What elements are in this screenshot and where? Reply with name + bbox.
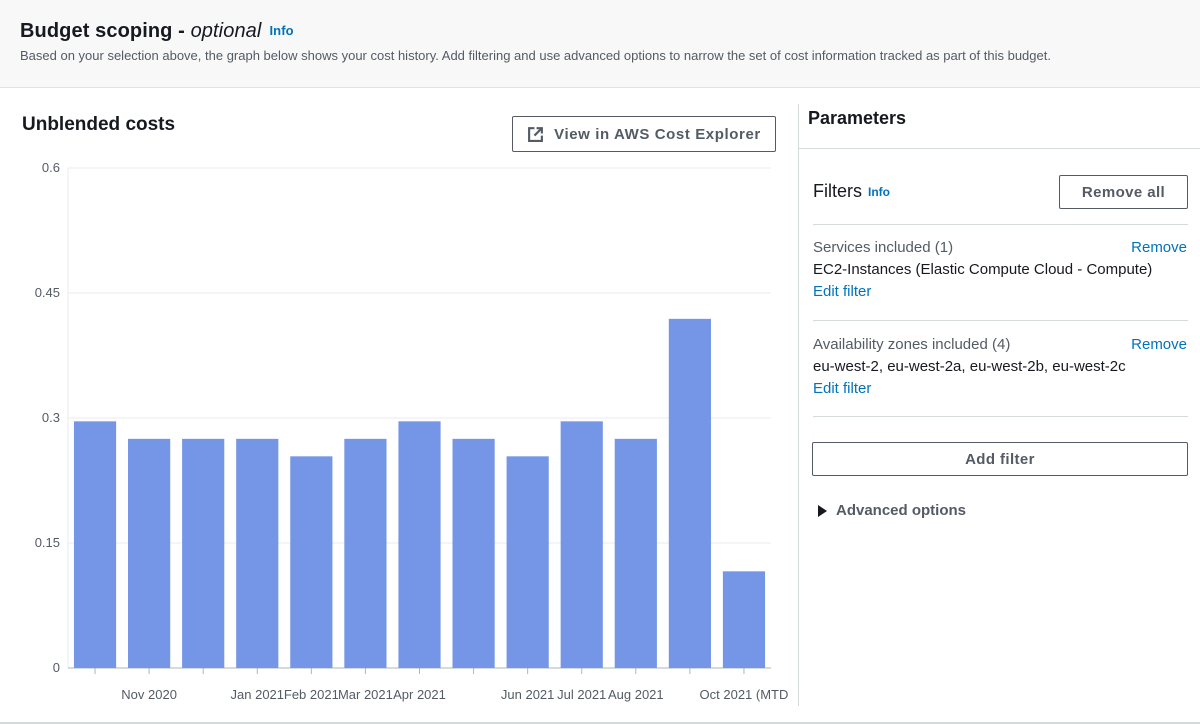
- x-tick-label: Apr 2021: [393, 687, 446, 702]
- filter-value: EC2-Instances (Elastic Compute Cloud - C…: [813, 261, 1153, 278]
- info-link[interactable]: Info: [269, 23, 294, 38]
- y-tick-label: 0: [53, 660, 60, 675]
- remove-filter-link[interactable]: Remove: [1131, 239, 1187, 256]
- x-tick-label: Oct 2021 (MTD: [700, 687, 789, 702]
- bar: [236, 438, 279, 668]
- filters-title: Filters: [813, 181, 862, 201]
- y-tick-label: 0.3: [42, 410, 60, 425]
- remove-filter-link[interactable]: Remove: [1131, 336, 1187, 353]
- x-tick-label: Jun 2021: [501, 687, 555, 702]
- optional-label: optional: [190, 20, 262, 42]
- bar: [344, 438, 387, 668]
- bar: [290, 456, 333, 668]
- panel-divider: [798, 104, 799, 706]
- x-tick-label: Nov 2020: [121, 687, 177, 702]
- filter-services: Services included (1) Remove EC2-Instanc…: [813, 239, 1188, 301]
- filter-availability-zones: Availability zones included (4) Remove e…: [813, 336, 1188, 398]
- x-tick-label: Jul 2021: [557, 687, 606, 702]
- bar: [614, 438, 657, 668]
- bar: [560, 421, 603, 668]
- parameters-separator: [799, 148, 1200, 149]
- bar: [128, 438, 171, 668]
- y-tick-label: 0.6: [42, 160, 60, 175]
- y-tick-label: 0.45: [35, 285, 60, 300]
- x-tick-label: Aug 2021: [608, 687, 664, 702]
- filter-value: eu-west-2, eu-west-2a, eu-west-2b, eu-we…: [813, 358, 1126, 375]
- bar: [452, 438, 495, 668]
- bar: [722, 571, 766, 668]
- advanced-options-toggle[interactable]: Advanced options: [818, 502, 966, 519]
- section-title-text: Budget scoping -: [20, 20, 191, 42]
- view-in-cost-explorer-button[interactable]: View in AWS Cost Explorer: [512, 116, 776, 152]
- advanced-options-label: Advanced options: [836, 502, 967, 519]
- parameters-title: Parameters: [808, 108, 907, 128]
- view-in-cost-explorer-label: View in AWS Cost Explorer: [554, 125, 761, 143]
- chart-title: Unblended costs: [22, 114, 176, 135]
- x-tick-label: Jan 2021: [231, 687, 285, 702]
- bottom-border: [0, 722, 1200, 724]
- edit-filter-link[interactable]: Edit filter: [813, 283, 872, 300]
- bar: [398, 421, 441, 668]
- bar: [73, 421, 117, 668]
- filters-heading: Filters Info: [813, 181, 890, 202]
- external-link-icon: [528, 126, 544, 142]
- bar: [182, 438, 225, 668]
- section-description: Based on your selection above, the graph…: [20, 48, 1051, 63]
- caret-right-icon: [818, 504, 827, 517]
- filter-separator: [813, 416, 1188, 417]
- filter-label: Availability zones included (4): [813, 336, 1011, 353]
- filter-separator: [813, 320, 1188, 321]
- bar: [506, 456, 549, 668]
- bar: [668, 318, 711, 668]
- y-tick-label: 0.15: [35, 535, 60, 550]
- parameters-panel: Parameters Filters Info Remove all Servic…: [799, 88, 1200, 724]
- x-tick-label: Mar 2021: [338, 687, 393, 702]
- filter-separator: [813, 224, 1188, 225]
- chart-panel: 0 0.15 0.3 0.45 0.6 Nov 2020 Jan 2021 Feb 2021 M…: [0, 88, 798, 724]
- filter-label: Services included (1): [813, 239, 954, 256]
- remove-all-button[interactable]: Remove all: [1059, 175, 1188, 209]
- filters-info-link[interactable]: Info: [868, 185, 890, 199]
- budget-scoping-header: Budget scoping - optional Info Based on y…: [0, 0, 1200, 88]
- cost-bar-chart: 0 0.15 0.3 0.45 0.6 Nov 2020 Jan 2021 Feb 2021 M…: [35, 160, 789, 702]
- x-tick-label: Feb 2021: [284, 687, 339, 702]
- edit-filter-link[interactable]: Edit filter: [813, 380, 872, 397]
- add-filter-button[interactable]: Add filter: [812, 442, 1188, 476]
- section-title: Budget scoping - optional Info: [20, 20, 294, 43]
